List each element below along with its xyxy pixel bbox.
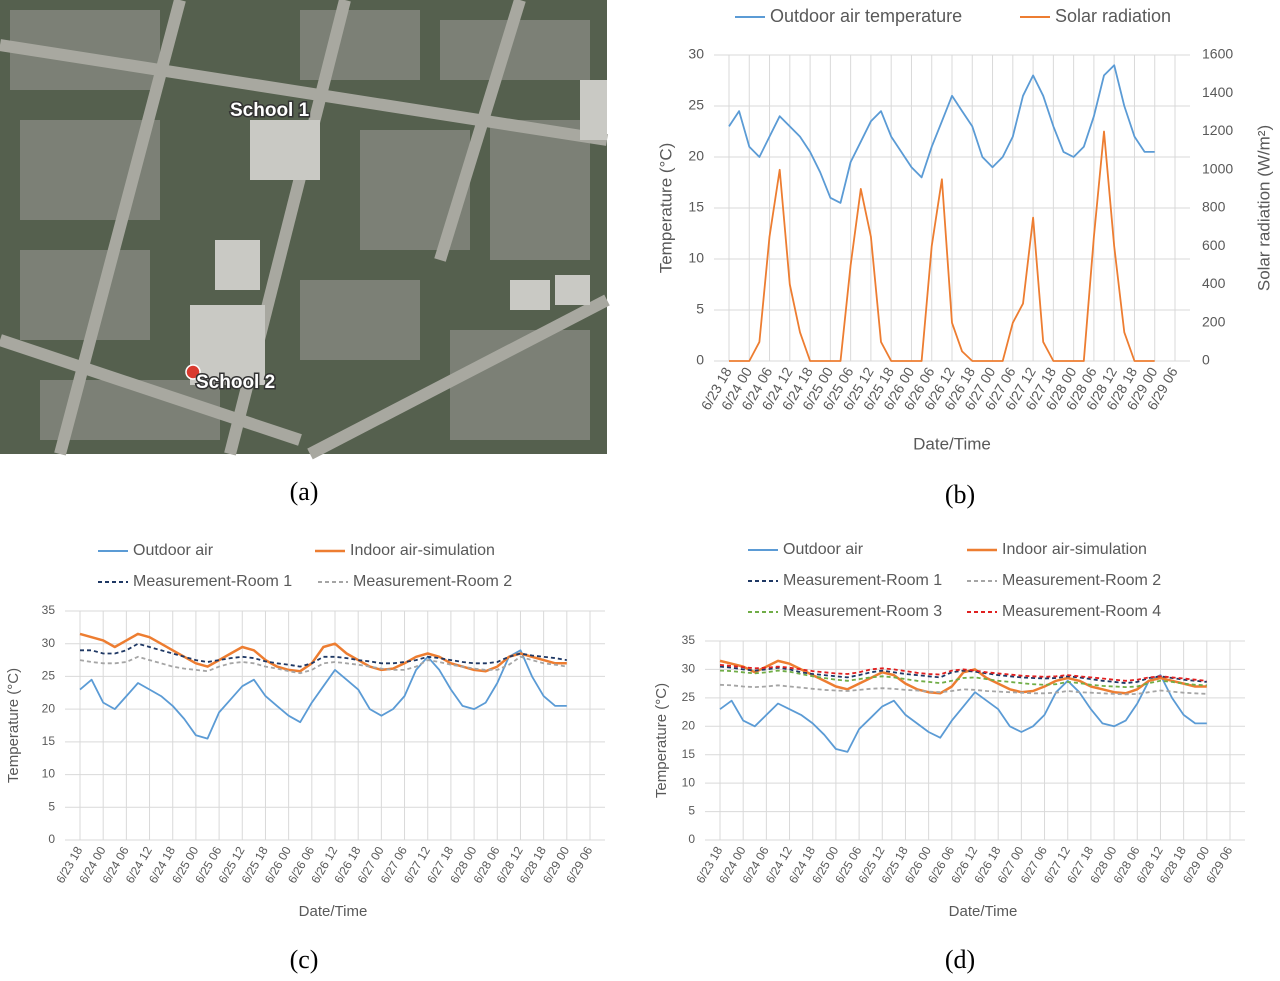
y2-tick-label: 1400 — [1202, 84, 1233, 100]
caption: (c) — [290, 945, 319, 974]
y-axis-title: Temperature (°C) — [656, 143, 675, 274]
blocks — [10, 10, 590, 440]
y-tick-label: 20 — [42, 701, 56, 715]
y-tick-label: 15 — [682, 747, 696, 761]
legend-label: Outdoor air — [133, 542, 214, 559]
school-buildings — [190, 80, 607, 385]
y-tick-label: 15 — [688, 199, 704, 215]
legend-label: Measurement-Room 2 — [1002, 572, 1161, 589]
legend-label: Measurement-Room 4 — [1002, 603, 1161, 620]
legend-label: Indoor air-simulation — [1002, 541, 1147, 558]
y-axis-title: Temperature (°C) — [5, 668, 22, 783]
legend-label: Outdoor air temperature — [770, 6, 962, 26]
series-line — [728, 64, 1155, 204]
series-line — [719, 665, 1207, 684]
y-tick-label: 5 — [696, 301, 704, 317]
school-marker — [185, 364, 201, 380]
y2-tick-label: 200 — [1202, 313, 1226, 329]
y-tick-label: 35 — [42, 603, 56, 617]
series-line — [719, 664, 1207, 682]
legend-label: Measurement-Room 1 — [783, 572, 942, 589]
series-line — [719, 674, 1207, 753]
y-tick-label: 35 — [682, 633, 696, 647]
y2-tick-label: 600 — [1202, 237, 1226, 253]
y-tick-label: 20 — [688, 148, 704, 164]
legend-label: Measurement-Room 3 — [783, 603, 942, 620]
caption: (a) — [290, 477, 319, 506]
image-label: School 1 — [230, 100, 310, 121]
x-axis-title: Date/Time — [299, 903, 368, 920]
series-line — [729, 130, 1155, 362]
y-tick-label: 30 — [688, 46, 704, 62]
series-line — [719, 669, 1207, 688]
y-tick-label: 0 — [48, 832, 55, 846]
y-tick-label: 25 — [42, 669, 56, 683]
caption: (b) — [945, 480, 975, 509]
series-line — [719, 659, 1207, 695]
y-tick-label: 10 — [688, 250, 704, 266]
y-tick-label: 10 — [42, 767, 56, 781]
series-line — [79, 655, 567, 675]
y-tick-label: 25 — [682, 690, 696, 704]
series-line — [80, 642, 567, 668]
y2-tick-label: 400 — [1202, 275, 1226, 291]
image-label: School 2 — [196, 372, 275, 393]
y2-tick-label: 1200 — [1202, 122, 1233, 138]
y-tick-label: 30 — [42, 636, 56, 650]
legend-label: Measurement-Room 2 — [353, 573, 512, 590]
legend-label: Indoor air-simulation — [350, 542, 495, 559]
y-tick-label: 0 — [696, 352, 704, 368]
series-line — [79, 632, 567, 673]
y2-tick-label: 1000 — [1202, 160, 1233, 176]
y2-tick-label: 800 — [1202, 199, 1226, 215]
y-tick-label: 20 — [682, 718, 696, 732]
series-line — [719, 683, 1207, 696]
x-axis-title: Date/Time — [913, 434, 991, 453]
y-tick-label: 5 — [688, 804, 695, 818]
y-tick-label: 5 — [48, 799, 55, 813]
y-tick-label: 10 — [682, 775, 696, 789]
x-axis-title: Date/Time — [949, 903, 1018, 920]
y2-axis-title: Solar radiation (W/m²) — [1254, 125, 1273, 291]
y2-tick-label: 0 — [1202, 352, 1210, 368]
series-line — [79, 649, 567, 740]
y-axis-title: Temperature (°C) — [653, 683, 670, 798]
y-tick-label: 25 — [688, 97, 704, 113]
y-tick-label: 30 — [682, 662, 696, 676]
y-tick-label: 15 — [42, 734, 56, 748]
caption: (d) — [945, 945, 975, 974]
legend-label: Measurement-Room 1 — [133, 573, 292, 590]
legend-label: Solar radiation — [1055, 6, 1171, 26]
satellite-image: School 1 School 2 — [0, 0, 610, 460]
y2-tick-label: 1600 — [1202, 46, 1233, 62]
y-tick-label: 0 — [688, 832, 695, 846]
legend-label: Outdoor air — [783, 541, 864, 558]
